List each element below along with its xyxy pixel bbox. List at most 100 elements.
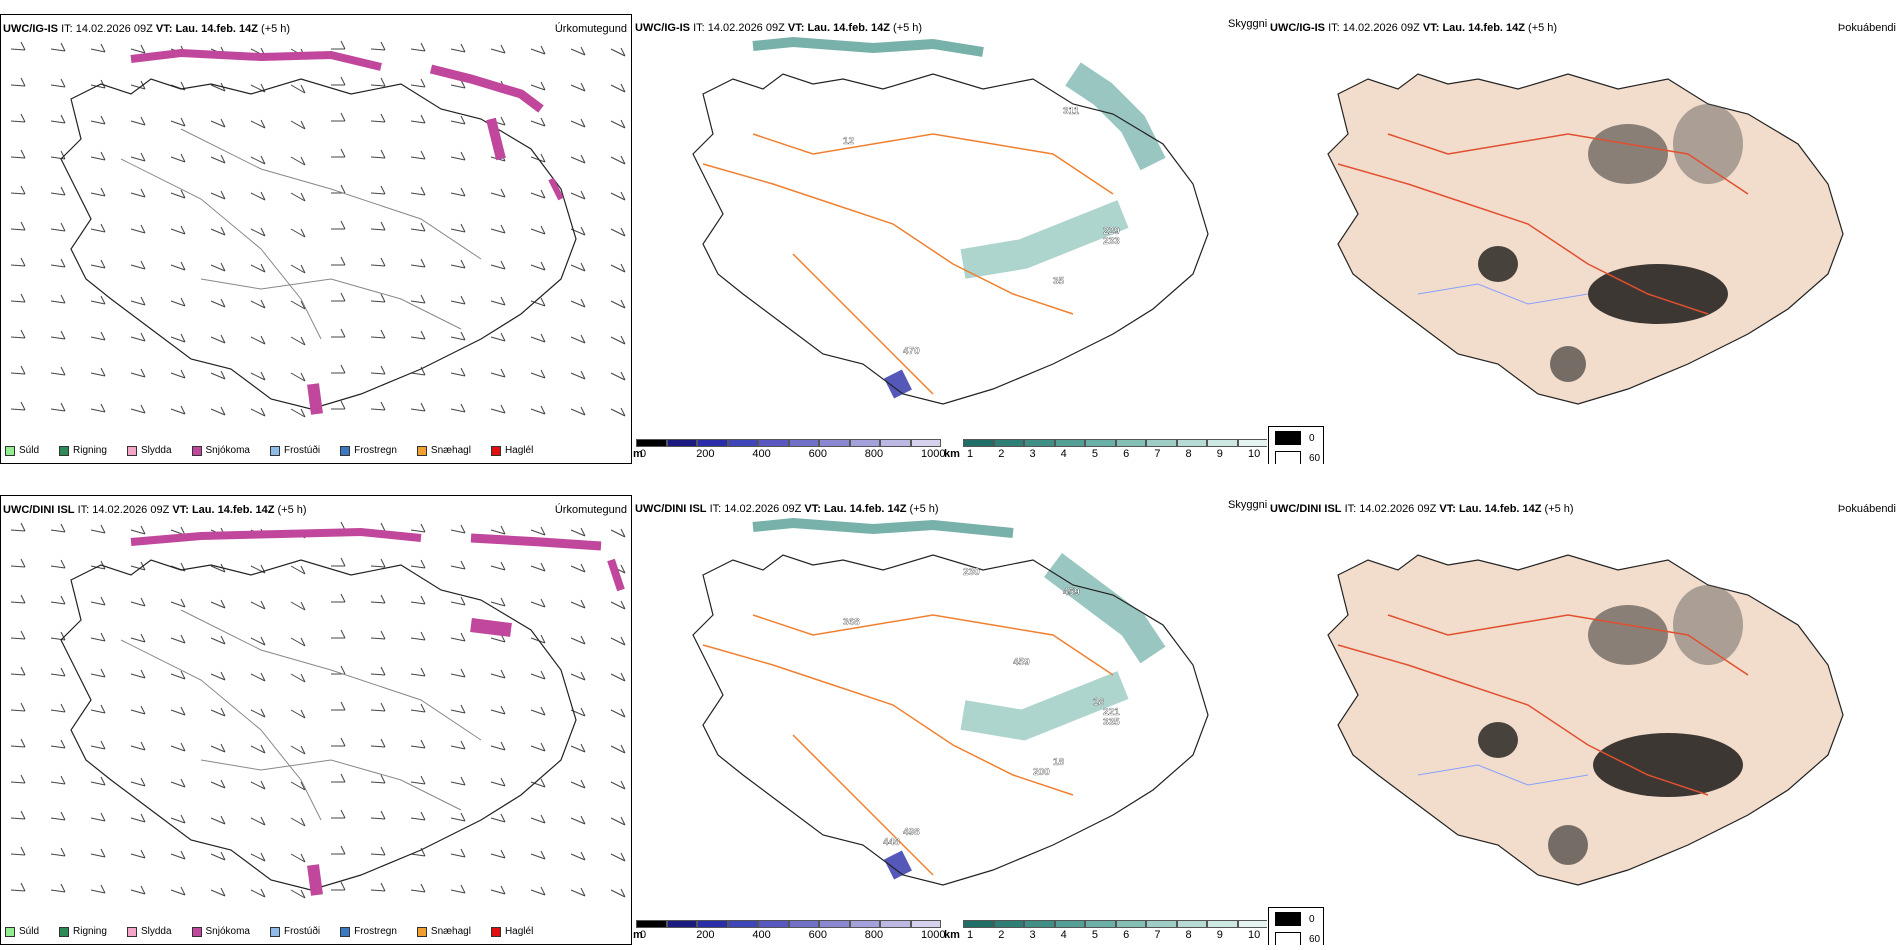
wind-barb	[90, 115, 106, 125]
wind-barb	[90, 560, 106, 570]
wind-barb	[331, 292, 346, 302]
wind-barb	[10, 113, 26, 123]
wind-barb	[331, 328, 346, 338]
scale-tick: 200	[696, 929, 715, 941]
wind-barb	[170, 297, 186, 307]
wind-barb	[50, 78, 66, 88]
wind-barb	[170, 225, 186, 235]
precip-legend-item: Snæhagl	[416, 926, 471, 937]
wind-barb	[490, 188, 506, 198]
fog-legend-item: 60	[1275, 451, 1320, 464]
scale-cell	[910, 439, 941, 447]
precip-legend-item: Frostúði	[269, 926, 320, 937]
fog-panel-row2: UWC/DINI ISL IT: 14.02.2026 09Z VT: Lau.…	[1268, 495, 1900, 945]
wind-barb	[250, 636, 266, 646]
fog-value: 60	[1309, 933, 1321, 945]
precip-legend-item: Snæhagl	[416, 445, 471, 456]
scale-cell	[697, 920, 728, 928]
wind-barb	[410, 703, 426, 713]
wind-barb	[210, 743, 226, 753]
wind-barb	[130, 368, 146, 378]
fog-map	[1327, 73, 1844, 405]
panel-header: UWC/DINI ISL IT: 14.02.2026 09Z VT: Lau.…	[635, 503, 939, 515]
wind-barb	[10, 594, 26, 604]
legend-label: Súld	[19, 445, 40, 456]
wind-barb	[10, 882, 26, 892]
scale-cell	[963, 920, 994, 928]
wind-barb	[130, 332, 146, 342]
precip-legend-item: Frostregn	[340, 445, 397, 456]
scale-cell	[666, 439, 697, 447]
wind-barb	[331, 593, 346, 603]
wind-barb	[50, 631, 66, 641]
scale-cell	[849, 439, 880, 447]
legend-label: Snæhagl	[430, 445, 471, 456]
wind-barb	[210, 599, 226, 609]
legend-swatch	[59, 445, 70, 456]
wind-barb	[210, 406, 226, 416]
legend-label: Haglél	[504, 926, 534, 937]
wind-barb	[570, 154, 586, 164]
legend-label: Rigning	[73, 926, 107, 937]
wind-barb	[490, 525, 506, 535]
fog-swatch	[1275, 912, 1301, 926]
scale-tick: 1	[967, 448, 974, 460]
wind-barb	[370, 401, 386, 411]
wind-barb	[50, 847, 66, 857]
wind-barb	[250, 371, 266, 381]
wind-barb	[570, 46, 586, 56]
wind-barb	[530, 153, 546, 163]
wind-barb	[290, 673, 306, 683]
wind-barb	[331, 364, 346, 374]
scale-tick: 9	[1216, 929, 1223, 941]
scale-tick: 6	[1123, 448, 1130, 460]
wind-barb	[290, 817, 306, 827]
scale-tick: 2	[998, 929, 1005, 941]
wind-barb	[610, 47, 626, 57]
wind-barb	[331, 845, 346, 855]
wind-barb	[610, 407, 626, 417]
wind-barb	[490, 44, 506, 54]
wind-barb	[170, 706, 186, 716]
cloud-base-scale	[636, 439, 941, 447]
wind-barb	[50, 883, 66, 893]
legend-label: Rigning	[73, 445, 107, 456]
wind-barb	[610, 744, 626, 754]
cloud-base-label: 200	[1033, 767, 1050, 778]
fog-label: Þokuábendi	[1837, 22, 1896, 34]
wind-barb	[570, 406, 586, 416]
wind-barb	[570, 298, 586, 308]
legend-label: Snæhagl	[430, 926, 471, 937]
precip-legend-item: Súld	[5, 445, 39, 456]
wind-barb	[570, 599, 586, 609]
cloud-base-ticks: m 0 200 400 600 800 1000	[633, 929, 953, 943]
wind-barb	[370, 846, 386, 856]
wind-barb	[10, 810, 26, 820]
scale-tick: 0	[640, 448, 647, 460]
wind-barb	[90, 367, 106, 377]
wind-barb	[610, 708, 626, 718]
cloud-base-label: 233	[1103, 236, 1120, 247]
cloud-base-label: 335	[1103, 717, 1120, 728]
wind-barb	[10, 365, 26, 375]
wind-barb	[130, 669, 146, 679]
wind-barb	[530, 189, 546, 199]
wind-barb	[90, 295, 106, 305]
wind-barb	[490, 296, 506, 306]
wind-barb	[210, 851, 226, 861]
wind-barb	[50, 559, 66, 569]
wind-barb	[490, 741, 506, 751]
wind-barb	[250, 744, 266, 754]
scale-cell	[1207, 439, 1238, 447]
scale-tick: 1000	[921, 929, 946, 941]
wind-barb	[50, 739, 66, 749]
wind-barb	[50, 402, 66, 412]
wind-barb	[410, 78, 426, 88]
scale-tick: 2	[998, 448, 1005, 460]
legend-swatch	[340, 926, 351, 937]
wind-barb	[530, 297, 546, 307]
wind-barb	[290, 84, 306, 94]
legend-swatch	[126, 445, 137, 456]
precip-legend-item: Haglél	[490, 926, 534, 937]
scale-unit: m	[633, 929, 643, 941]
